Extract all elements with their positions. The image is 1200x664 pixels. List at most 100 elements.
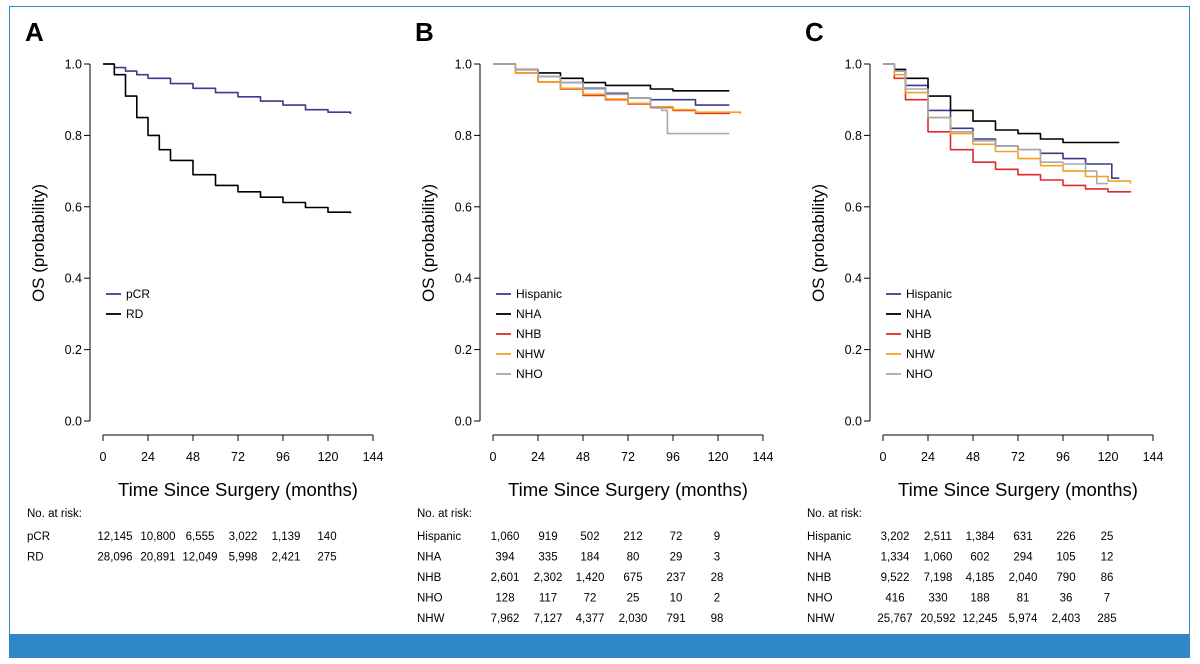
y-tick-label: 0.4 — [845, 272, 862, 286]
risk-cell: 791 — [666, 613, 685, 625]
x-tick-label: 120 — [318, 450, 339, 464]
risk-cell: 25 — [1101, 531, 1114, 543]
risk-cell: 188 — [970, 593, 989, 605]
legend-label-hispanic: Hispanic — [906, 287, 952, 301]
risk-cell: 675 — [623, 572, 642, 584]
risk-cell: 294 — [1013, 552, 1033, 564]
x-axis-label: Time Since Surgery (months) — [508, 479, 748, 500]
x-tick-label: 24 — [531, 450, 545, 464]
risk-cell: 1,420 — [576, 572, 605, 584]
figure-frame — [9, 6, 1190, 658]
risk-cell: 7,127 — [534, 613, 563, 625]
risk-cell: 12,245 — [962, 613, 997, 625]
x-tick-label: 48 — [186, 450, 200, 464]
risk-cell: 4,185 — [966, 572, 995, 584]
risk-cell: 140 — [317, 531, 336, 543]
risk-cell: 9 — [714, 531, 720, 543]
series-line-nhw — [883, 63, 1132, 184]
risk-cell: 394 — [495, 552, 515, 564]
risk-cell: 117 — [539, 593, 557, 605]
risk-cell: 80 — [627, 552, 640, 564]
risk-cell: 5,998 — [229, 552, 258, 564]
panel-c: C OS (probability) 0.0 0.2 0.4 0.6 0.8 1.0 0 24 48… — [805, 17, 1163, 625]
risk-cell: 25,767 — [877, 613, 912, 625]
x-tick-label: 72 — [231, 450, 245, 464]
risk-row-label: NHW — [417, 613, 445, 625]
legend-label-nhb: NHB — [516, 327, 541, 341]
risk-cell: 10 — [670, 593, 683, 605]
risk-cell: 1,384 — [966, 531, 995, 543]
legend-label-nho: NHO — [516, 367, 543, 381]
risk-cell: 128 — [495, 593, 514, 605]
legend-label-pcr: pCR — [126, 287, 150, 301]
series-line-rd — [103, 63, 352, 214]
series-line-nhw — [493, 63, 742, 114]
x-tick-label: 0 — [100, 450, 107, 464]
y-tick-label: 0.4 — [455, 272, 472, 286]
y-tick-label: 0.6 — [65, 200, 82, 214]
x-tick-label: 120 — [1098, 450, 1119, 464]
risk-cell: 7 — [1104, 593, 1110, 605]
risk-row-label: NHA — [417, 552, 442, 564]
risk-row-label: NHA — [807, 552, 832, 564]
risk-row-label: NHB — [807, 572, 832, 584]
risk-cell: 3,202 — [881, 531, 910, 543]
risk-cell: 237 — [666, 572, 685, 584]
y-tick-label: 0.6 — [455, 200, 472, 214]
panel-letter: C — [805, 17, 824, 47]
panel-a: A OS (probability) 0.0 0.2 0.4 0.6 0.8 1.0 0 24 48… — [25, 17, 383, 564]
risk-cell: 919 — [538, 531, 557, 543]
risk-cell: 86 — [1101, 572, 1114, 584]
risk-cell: 330 — [928, 593, 947, 605]
risk-cell: 12,145 — [97, 531, 132, 543]
risk-cell: 2 — [714, 593, 720, 605]
risk-cell: 20,592 — [920, 613, 955, 625]
x-tick-label: 96 — [666, 450, 680, 464]
panel-letter: B — [415, 17, 434, 47]
x-tick-label: 24 — [141, 450, 155, 464]
series-line-pcr — [103, 63, 352, 114]
risk-row-label: pCR — [27, 531, 50, 543]
y-tick-label: 0.0 — [65, 415, 82, 429]
risk-cell: 1,060 — [491, 531, 520, 543]
y-tick-label: 1.0 — [455, 58, 472, 72]
y-tick-label: 1.0 — [65, 58, 82, 72]
risk-cell: 2,403 — [1052, 613, 1081, 625]
risk-cell: 5,974 — [1009, 613, 1038, 625]
legend-label-nhw: NHW — [906, 347, 935, 361]
risk-cell: 2,030 — [619, 613, 648, 625]
legend-label-nha: NHA — [906, 307, 931, 321]
risk-cell: 12,049 — [182, 552, 217, 564]
risk-cell: 105 — [1056, 552, 1075, 564]
x-tick-label: 24 — [921, 450, 935, 464]
legend-label-nha: NHA — [516, 307, 541, 321]
series-line-nhb — [883, 63, 1132, 193]
risk-cell: 98 — [711, 613, 724, 625]
y-tick-label: 0.2 — [65, 343, 82, 357]
x-tick-label: 0 — [490, 450, 497, 464]
risk-cell: 72 — [584, 593, 597, 605]
legend-label-nhw: NHW — [516, 347, 545, 361]
x-tick-label: 72 — [1011, 450, 1025, 464]
panel-letter: A — [25, 17, 44, 47]
risk-cell: 6,555 — [186, 531, 215, 543]
y-tick-label: 0.2 — [845, 343, 862, 357]
y-tick-label: 1.0 — [845, 58, 862, 72]
risk-cell: 7,198 — [924, 572, 953, 584]
risk-cell: 3 — [714, 552, 720, 564]
risk-cell: 25 — [627, 593, 640, 605]
risk-cell: 10,800 — [140, 531, 175, 543]
legend-label-hispanic: Hispanic — [516, 287, 562, 301]
risk-row-label: NHB — [417, 572, 442, 584]
risk-cell: 184 — [580, 552, 600, 564]
y-axis-label: OS (probability) — [809, 184, 828, 302]
risk-cell: 502 — [580, 531, 599, 543]
risk-cell: 335 — [538, 552, 557, 564]
y-tick-label: 0.0 — [845, 415, 862, 429]
y-tick-label: 0.0 — [455, 415, 472, 429]
risk-table-header: No. at risk: — [807, 508, 862, 520]
risk-cell: 29 — [670, 552, 683, 564]
y-tick-label: 0.8 — [845, 129, 862, 143]
x-tick-label: 144 — [753, 450, 774, 464]
